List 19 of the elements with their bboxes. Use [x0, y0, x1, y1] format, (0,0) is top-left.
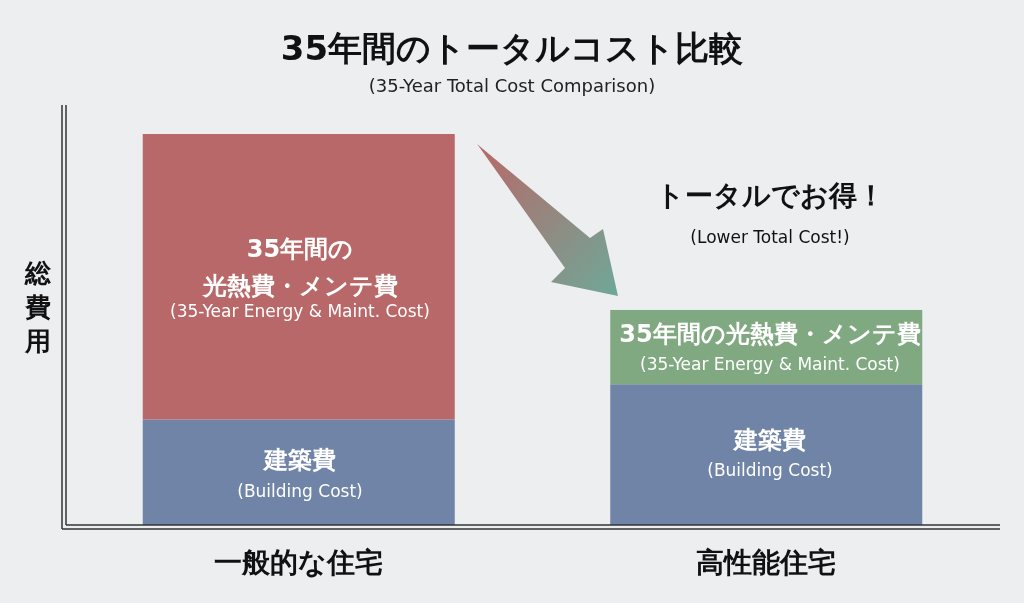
- annotation: 35年間の光熱費・メンテ費: [619, 320, 921, 348]
- annotation: 建築費: [262, 446, 336, 474]
- x-tick-label: 高性能住宅: [696, 546, 837, 579]
- annotation: 光熱費・メンテ費: [201, 272, 398, 300]
- x-tick-label: 一般的な住宅: [214, 546, 384, 579]
- annotation: (35-Year Energy & Maint. Cost): [170, 301, 430, 321]
- chart-title: 35年間のトータルコスト比較: [280, 28, 744, 68]
- bar: [142, 134, 455, 420]
- annotation: トータルでお得！: [655, 179, 885, 212]
- annotation: 建築費: [732, 426, 806, 454]
- annotation: 35年間の: [246, 235, 354, 263]
- y-axis-title: 総費用: [24, 258, 52, 356]
- bar: [610, 384, 923, 525]
- annotation: (Building Cost): [707, 460, 833, 480]
- annotation: (Lower Total Cost!): [690, 227, 850, 247]
- annotation: (35-Year Energy & Maint. Cost): [640, 354, 900, 374]
- chart-subtitle: (35-Year Total Cost Comparison): [368, 75, 656, 96]
- bar: [142, 419, 455, 525]
- annotation: (Building Cost): [237, 481, 363, 501]
